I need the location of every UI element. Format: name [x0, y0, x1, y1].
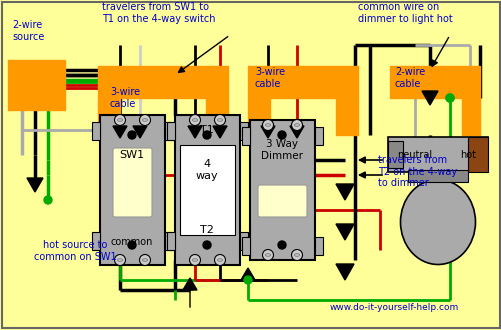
Polygon shape [133, 126, 147, 138]
Ellipse shape [400, 180, 474, 265]
Text: 3-wire
cable: 3-wire cable [110, 87, 140, 109]
Circle shape [214, 115, 225, 125]
FancyBboxPatch shape [113, 148, 152, 217]
Circle shape [243, 276, 252, 284]
Ellipse shape [217, 259, 222, 261]
Polygon shape [27, 178, 43, 192]
Text: 2-wire
source: 2-wire source [12, 20, 44, 42]
Ellipse shape [142, 118, 147, 121]
Text: common: common [111, 237, 153, 247]
FancyBboxPatch shape [167, 122, 175, 140]
Polygon shape [261, 126, 275, 138]
FancyBboxPatch shape [167, 232, 175, 250]
FancyBboxPatch shape [249, 120, 314, 260]
FancyBboxPatch shape [175, 115, 239, 265]
FancyBboxPatch shape [92, 122, 100, 140]
Circle shape [262, 119, 273, 130]
Polygon shape [188, 126, 201, 138]
Polygon shape [290, 126, 304, 138]
Text: SW1: SW1 [119, 150, 144, 160]
Polygon shape [335, 224, 353, 240]
FancyBboxPatch shape [165, 232, 173, 250]
Text: 2-wire
cable: 2-wire cable [394, 67, 424, 89]
Circle shape [139, 254, 150, 266]
Circle shape [128, 131, 136, 139]
FancyBboxPatch shape [180, 145, 234, 235]
FancyBboxPatch shape [98, 66, 227, 98]
Circle shape [445, 94, 453, 102]
Polygon shape [240, 268, 255, 280]
FancyBboxPatch shape [407, 170, 467, 182]
Circle shape [202, 241, 210, 249]
Circle shape [278, 131, 286, 139]
Text: travelers from
T2 on the 4-way
to dimmer: travelers from T2 on the 4-way to dimmer [377, 155, 456, 188]
Text: 3-wire
cable: 3-wire cable [255, 67, 285, 89]
Circle shape [278, 241, 286, 249]
FancyBboxPatch shape [387, 137, 487, 172]
Ellipse shape [117, 259, 123, 261]
Polygon shape [183, 278, 196, 290]
Polygon shape [335, 184, 353, 200]
Polygon shape [421, 91, 437, 105]
Text: T2: T2 [200, 225, 213, 235]
Ellipse shape [294, 124, 299, 126]
FancyBboxPatch shape [205, 98, 227, 135]
FancyBboxPatch shape [467, 137, 487, 172]
FancyBboxPatch shape [100, 115, 165, 265]
FancyBboxPatch shape [239, 232, 247, 250]
Polygon shape [113, 126, 127, 138]
Ellipse shape [294, 254, 299, 256]
FancyBboxPatch shape [247, 98, 270, 135]
Circle shape [291, 249, 302, 260]
FancyBboxPatch shape [241, 127, 249, 145]
Ellipse shape [192, 118, 197, 121]
Polygon shape [335, 264, 353, 280]
FancyBboxPatch shape [461, 98, 479, 135]
Circle shape [202, 131, 210, 139]
FancyBboxPatch shape [241, 237, 249, 255]
Circle shape [445, 94, 453, 102]
Circle shape [189, 254, 200, 266]
Circle shape [189, 115, 200, 125]
Ellipse shape [192, 259, 197, 261]
FancyBboxPatch shape [387, 141, 402, 168]
Circle shape [139, 115, 150, 125]
Circle shape [44, 196, 52, 204]
FancyBboxPatch shape [314, 127, 322, 145]
Text: common wire on
dimmer to light hot: common wire on dimmer to light hot [357, 2, 452, 24]
Text: hot source to
common on SW1: hot source to common on SW1 [34, 240, 116, 262]
Text: hot: hot [459, 150, 475, 160]
Circle shape [214, 254, 225, 266]
Ellipse shape [117, 118, 123, 121]
Circle shape [114, 254, 125, 266]
Text: www.do-it-yourself-help.com: www.do-it-yourself-help.com [329, 303, 458, 312]
Circle shape [114, 115, 125, 125]
Text: neutral: neutral [397, 150, 432, 160]
Text: 3 Way
Dimmer: 3 Way Dimmer [261, 139, 303, 161]
FancyBboxPatch shape [98, 98, 120, 135]
Text: 4
way: 4 way [195, 159, 218, 181]
Text: travelers from SW1 to
T1 on the 4-way switch: travelers from SW1 to T1 on the 4-way sw… [102, 2, 215, 24]
FancyBboxPatch shape [247, 66, 357, 98]
Ellipse shape [142, 259, 147, 261]
FancyBboxPatch shape [335, 98, 357, 135]
Ellipse shape [265, 124, 270, 126]
Circle shape [291, 119, 302, 130]
FancyBboxPatch shape [8, 60, 65, 110]
Circle shape [262, 249, 273, 260]
Text: T1: T1 [200, 125, 213, 135]
Ellipse shape [265, 254, 270, 256]
Polygon shape [212, 126, 226, 138]
FancyBboxPatch shape [165, 122, 173, 140]
FancyBboxPatch shape [258, 185, 307, 217]
Ellipse shape [217, 118, 222, 121]
FancyBboxPatch shape [239, 122, 247, 140]
FancyBboxPatch shape [314, 237, 322, 255]
FancyBboxPatch shape [389, 66, 479, 98]
Circle shape [128, 241, 136, 249]
FancyBboxPatch shape [92, 232, 100, 250]
